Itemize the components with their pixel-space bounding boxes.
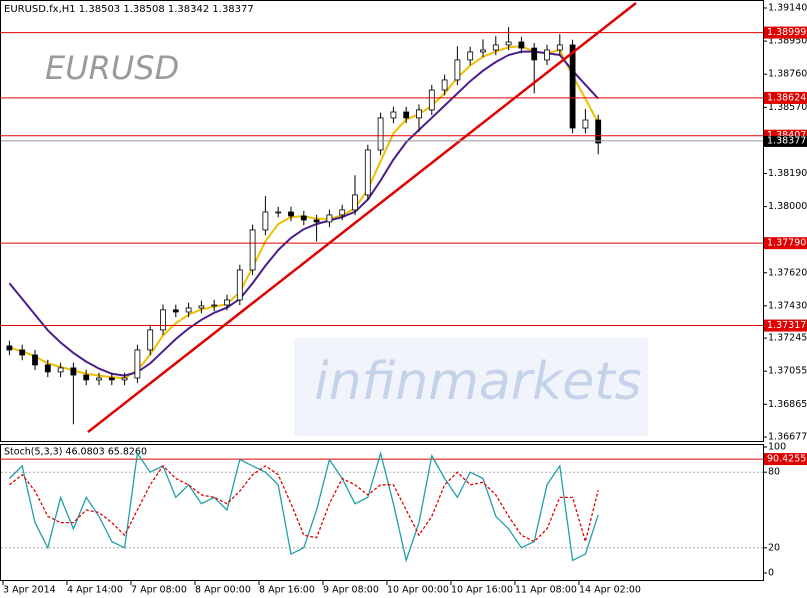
current-price-box [764,135,807,147]
candle-body [262,211,269,231]
candle-body [108,377,115,381]
candle-body [121,377,128,381]
candle-body [364,149,371,196]
level-label-box [764,26,807,39]
candle-body [288,211,294,217]
candle-body [416,109,422,119]
candle-body [6,345,13,351]
main-plot [6,27,602,425]
main-panel [0,0,764,442]
y-tick-label: 1.37620 [768,267,807,278]
candle-body [505,41,512,46]
candle-body [313,219,320,223]
y-tick-label: 80 [768,467,780,478]
candle-body [224,299,230,306]
level-label: 1.38999 [767,27,806,38]
x-tick-label: 14 Apr 02:00 [579,585,641,596]
stoch-header: Stoch(5,3,3) 46.0803 65.8260 [4,447,147,458]
candle-body [390,111,397,119]
y-tick-label: 1.37430 [768,300,807,311]
candle-body [518,41,525,49]
candle-body [467,51,474,61]
candle-body [275,211,282,214]
y-tick-label: 1.36677 [768,432,807,443]
candle-body [531,47,538,61]
candle-body [198,305,205,309]
series-line [8,450,599,563]
candle-body [569,44,576,129]
x-tick-label: 7 Apr 08:00 [131,585,187,596]
candle-body [19,349,26,356]
candle-body [32,354,38,366]
candle-body [492,44,499,51]
trend-line [87,2,637,433]
candle-body [134,349,141,379]
candle-body [160,309,166,331]
level-label: 1.38624 [767,92,806,103]
y-tick-label: 1.37055 [768,366,807,377]
level-label: 1.37790 [767,238,806,249]
x-tick-label: 11 Apr 08:00 [515,585,577,596]
candle-body [428,89,435,111]
candle-body [44,364,51,373]
y-tick-label: 1.37245 [768,333,807,344]
watermark-box [294,338,648,436]
candle-body [480,49,486,53]
y-tick-label: 0 [768,568,774,579]
y-tick-label: 1.39140 [768,3,807,14]
candle-body [595,119,602,144]
candle-body [441,79,448,91]
candle-body [211,304,218,307]
candle-body [57,367,64,373]
y-tick-label: 1.38190 [768,168,807,179]
candle-body [172,309,179,313]
level-label-box [764,237,807,250]
x-tick-label: 8 Apr 00:00 [195,585,251,596]
candle-body [454,59,461,81]
y-tick-label: 1.38000 [768,201,807,212]
candle-body [185,307,192,313]
candle-body [352,194,358,211]
level-label: 1.38407 [767,130,806,141]
candle-body [377,117,384,151]
level-label-box [764,453,807,466]
level-label: 1.37317 [767,320,806,331]
candle-body [582,119,589,129]
candle-body [326,214,333,223]
chart-header: EURUSD.fx,H1 1.38503 1.38508 1.38342 1.3… [4,4,254,15]
x-tick-label: 10 Apr 00:00 [387,585,449,596]
candle-body [147,329,154,351]
watermark: infinmarkets [314,352,641,412]
candle-body [556,44,563,51]
level-label-box [764,91,807,104]
candle-body [300,215,307,221]
y-tick-label: 100 [768,442,786,453]
candle-body [249,229,256,271]
x-tick-label: 10 Apr 16:00 [451,585,513,596]
level-label-box [764,319,807,332]
x-tick-label: 4 Apr 14:00 [67,585,123,596]
candle-body [339,209,346,216]
candle-body [544,49,550,61]
symbol-label: EURUSD [45,49,179,87]
stoch-panel [0,444,764,581]
x-tick-label: 3 Apr 2014 [3,585,56,596]
y-tick-label: 20 [768,542,780,553]
y-tick-label: 1.38950 [768,36,807,47]
candle-body [403,111,410,119]
candle-body [236,269,243,301]
candle-body [83,374,90,381]
series-line [8,50,599,377]
x-tick-label: 8 Apr 16:00 [259,585,315,596]
candle-body [96,377,102,381]
current-price-label: 1.38377 [767,135,806,146]
y-tick-label: 1.38760 [768,69,807,80]
y-tick-label: 1.38570 [768,102,807,113]
candle-body [70,367,77,376]
y-tick-label: 1.36865 [768,399,807,410]
x-tick-label: 9 Apr 08:00 [323,585,379,596]
level-label: 90.42553 [767,454,807,465]
